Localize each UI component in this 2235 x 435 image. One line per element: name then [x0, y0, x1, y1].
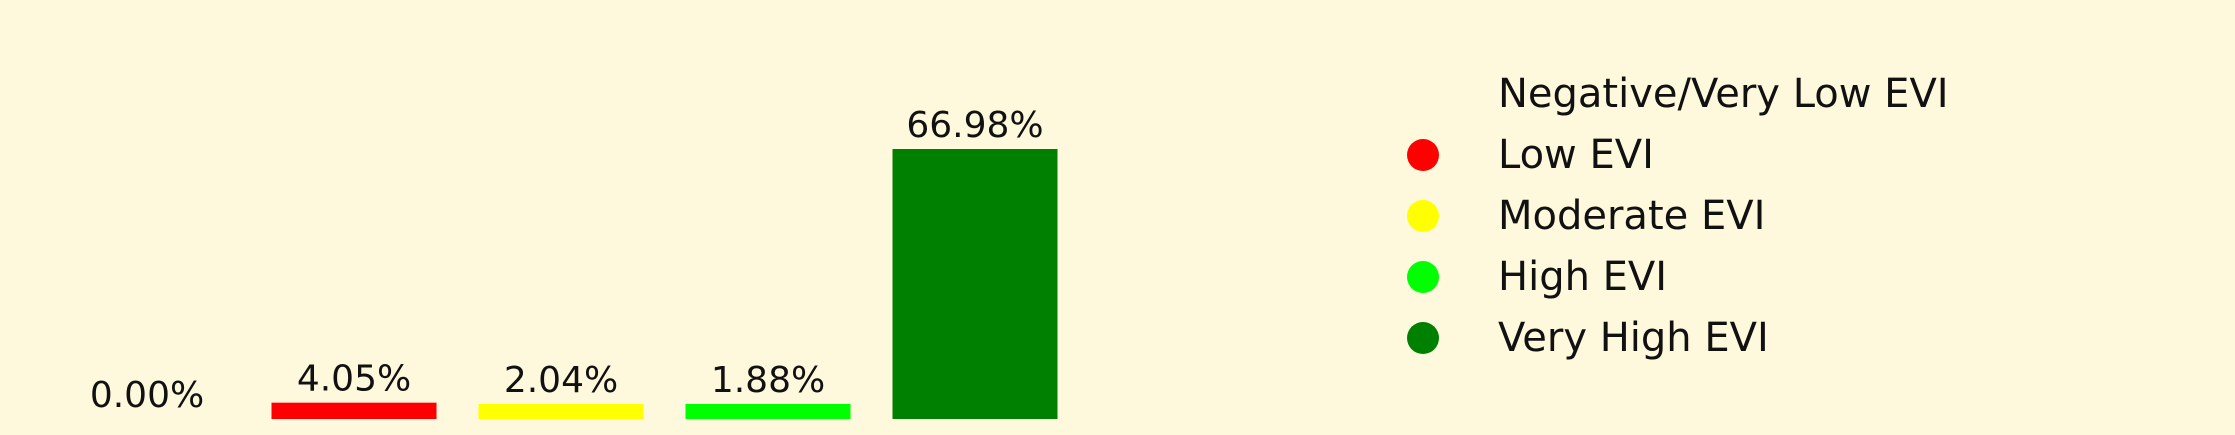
bar-value-label-1: 4.05% [297, 359, 411, 400]
bar-1 [272, 403, 437, 419]
legend-marker-0 [1407, 78, 1439, 110]
bar-4 [893, 149, 1058, 419]
bar-value-label-2: 2.04% [504, 360, 618, 401]
legend-marker-2 [1407, 200, 1439, 232]
bar-value-label-4: 66.98% [906, 105, 1043, 146]
bar-value-label-3: 1.88% [711, 360, 825, 401]
legend-marker-3 [1407, 261, 1439, 293]
bar-value-label-0: 0.00% [90, 375, 204, 416]
legend-marker-1 [1407, 139, 1439, 171]
legend-label-3: High EVI [1498, 254, 1667, 300]
bar-2 [479, 404, 644, 419]
bar-3 [686, 404, 851, 419]
legend-label-0: Negative/Very Low EVI [1498, 71, 1949, 117]
legend-marker-4 [1407, 322, 1439, 354]
legend: Negative/Very Low EVI Low EVI Moderate EVI… [1407, 71, 1949, 361]
legend-label-1: Low EVI [1498, 132, 1654, 178]
legend-label-2: Moderate EVI [1498, 193, 1765, 239]
legend-label-4: Very High EVI [1498, 315, 1769, 361]
